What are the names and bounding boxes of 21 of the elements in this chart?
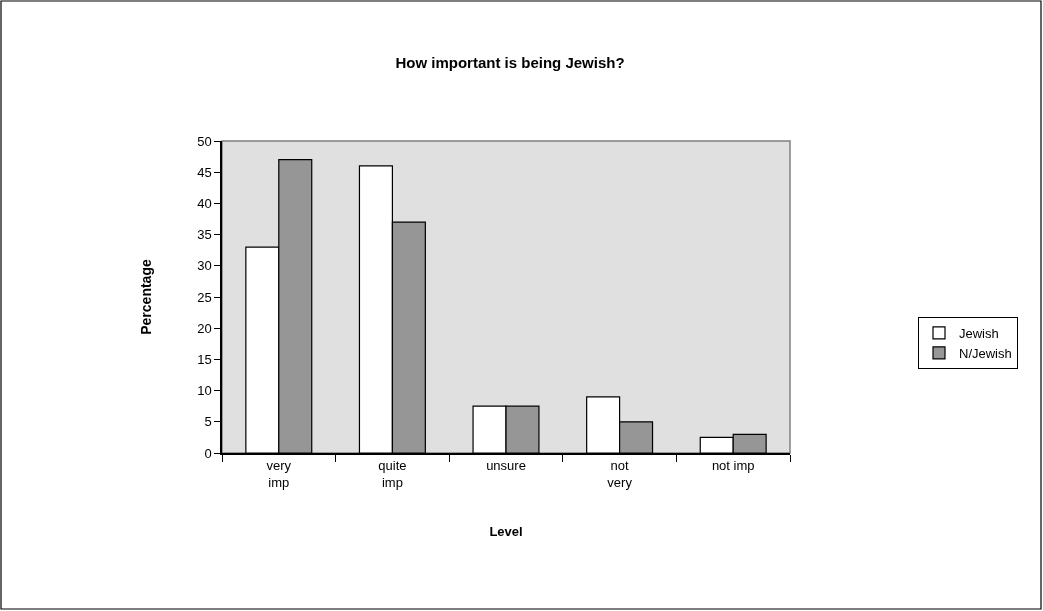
y-tick-label: 30 [197, 258, 212, 274]
x-axis-title: Level [489, 524, 523, 540]
y-axis-title: Percentage [138, 259, 155, 335]
x-tick-label: not imp [711, 458, 755, 474]
y-tick-label: 20 [197, 320, 212, 336]
y-tick-label: 45 [197, 164, 212, 180]
y-tick-label: 50 [197, 133, 212, 149]
legend-label: N/Jewish [959, 345, 1012, 361]
x-tick-label: very imp [266, 458, 292, 491]
y-tick-label: 5 [204, 414, 212, 430]
y-tick-label: 35 [197, 227, 212, 243]
chart-title: How important is being Jewish? [395, 54, 625, 72]
y-tick-label: 25 [197, 289, 212, 305]
legend-label: Jewish [959, 326, 999, 342]
x-tick-label: unsure [486, 458, 526, 474]
y-tick-label: 40 [197, 195, 212, 211]
y-tick-label: 15 [197, 351, 212, 367]
x-tick-label: quite imp [378, 458, 407, 491]
y-tick-label: 10 [197, 383, 212, 399]
x-tick-label: not very [607, 458, 633, 491]
y-tick-label: 0 [204, 445, 212, 461]
